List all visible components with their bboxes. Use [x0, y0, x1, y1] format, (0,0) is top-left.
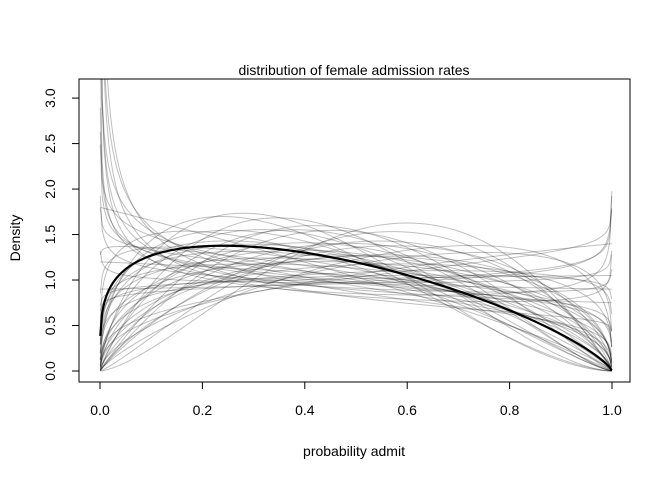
sample-density-curve-44 [100, 231, 613, 372]
sample-density-curve-26 [99, 255, 613, 367]
sample-density-curve-36 [99, 250, 613, 284]
sample-density-curve-49 [100, 79, 613, 293]
sample-density-curve-45 [100, 222, 613, 372]
sample-density-curve-29 [99, 270, 613, 345]
chart-title: distribution of female admission rates [238, 62, 469, 78]
sample-density-curve-22 [99, 225, 612, 372]
sample-density-curve-50 [99, 144, 613, 342]
sample-density-curve-43 [99, 244, 613, 371]
sample-density-curve-38 [99, 209, 613, 312]
mean-density-curve [99, 244, 613, 371]
sample-density-curve-25 [99, 229, 612, 372]
sample-density-curve-28 [99, 274, 613, 322]
sample-density-curve-7 [101, 79, 613, 296]
sample-density-curve-21 [99, 217, 612, 372]
x-axis: 0.0 0.2 0.4 0.6 0.8 1.0 [90, 381, 622, 418]
x-tick-label: 0.2 [193, 402, 213, 418]
sample-density-curve-51 [99, 208, 613, 360]
y-tick-label: 1.5 [42, 225, 58, 245]
sample-density-curve-46 [99, 254, 613, 368]
sample-density-curve-14 [99, 216, 612, 372]
y-tick-label: 0.0 [42, 361, 58, 381]
sample-density-curve-35 [99, 254, 613, 368]
sample-density-curve-8 [99, 131, 613, 366]
sample-density-curve-40 [99, 243, 612, 366]
sample-density-curve-15 [99, 229, 612, 372]
sample-density-curve-52 [99, 246, 613, 367]
sample-density-curve-19 [99, 242, 613, 371]
sample-density-curve-13 [99, 229, 612, 372]
sample-density-curve-34 [99, 245, 613, 371]
y-axis-label: Density [7, 215, 23, 262]
sample-density-curve-5 [99, 107, 613, 332]
sample-density-curve-20 [99, 229, 612, 372]
sample-density-curve-1 [107, 79, 613, 332]
sample-density-curve-30 [100, 261, 613, 348]
sample-density-curve-27 [99, 274, 612, 306]
x-tick-label: 0.4 [295, 402, 315, 418]
sample-density-curve-23 [99, 242, 613, 371]
sample-density-curve-3 [101, 79, 612, 304]
y-tick-label: 2.0 [42, 179, 58, 199]
sample-density-curve-37 [100, 195, 613, 290]
sample-density-curve-2 [104, 79, 613, 356]
x-tick-label: 1.0 [602, 402, 622, 418]
y-tick-label: 0.5 [42, 316, 58, 336]
sample-density-curve-24 [99, 240, 613, 371]
y-tick-label: 3.0 [42, 88, 58, 108]
sample-density-curve-18 [99, 249, 613, 370]
x-axis-label: probability admit [303, 443, 405, 459]
sample-density-curve-33 [99, 263, 613, 360]
sample-density-curve-31 [99, 263, 613, 361]
sample-density-curve-12 [99, 240, 613, 372]
sample-density-curve-42 [99, 251, 613, 370]
x-tick-label: 0.0 [90, 402, 110, 418]
x-tick-label: 0.6 [397, 402, 417, 418]
curves-layer [99, 79, 613, 372]
sample-density-curve-11 [99, 230, 612, 372]
x-tick-label: 0.8 [500, 402, 520, 418]
sample-density-curve-39 [99, 195, 612, 290]
sample-density-curve-6 [103, 79, 613, 303]
y-tick-label: 1.0 [42, 270, 58, 290]
y-axis: 0.0 0.5 1.0 1.5 2.0 2.5 3.0 [42, 88, 80, 381]
sample-density-curve-41 [99, 208, 613, 360]
y-tick-label: 2.5 [42, 134, 58, 154]
sample-density-curve-16 [99, 212, 612, 372]
sample-density-curve-9 [100, 206, 613, 372]
